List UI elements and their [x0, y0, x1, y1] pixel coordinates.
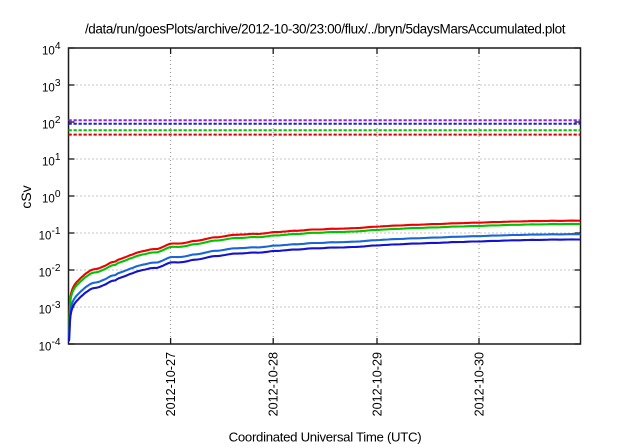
svg-text:cSv: cSv [18, 185, 34, 208]
svg-text:2012-10-28: 2012-10-28 [267, 352, 281, 416]
svg-text:2012-10-29: 2012-10-29 [371, 352, 385, 416]
svg-text:/data/run/goesPlots/archive/20: /data/run/goesPlots/archive/2012-10-30/2… [85, 22, 566, 37]
svg-text:2012-10-27: 2012-10-27 [164, 352, 178, 416]
svg-text:2012-10-30: 2012-10-30 [473, 352, 487, 416]
svg-text:Coordinated Universal Time (UT: Coordinated Universal Time (UTC) [229, 430, 422, 445]
